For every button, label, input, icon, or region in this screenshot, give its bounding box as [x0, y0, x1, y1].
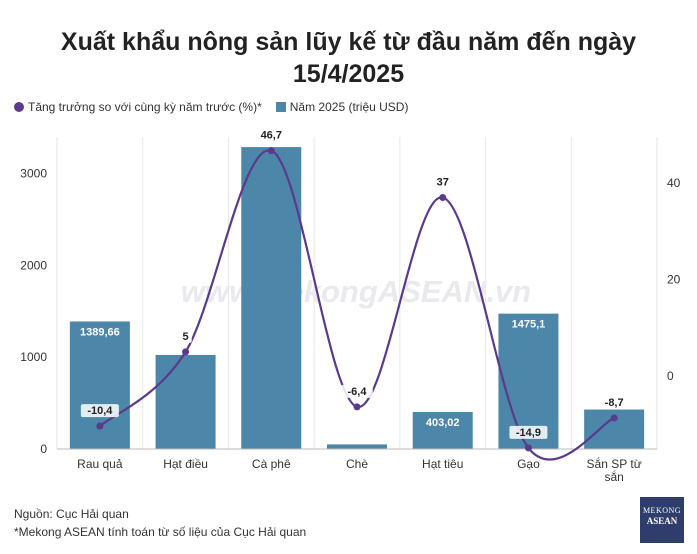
footer-source: Nguồn: Cục Hải quan	[14, 507, 129, 521]
legend-item-growth: Tăng trưởng so với cùng kỳ năm trước (%)…	[14, 100, 262, 114]
bar-value-label: 403,02	[426, 417, 460, 429]
growth-label-bg	[80, 404, 119, 418]
growth-value-label: 37	[437, 176, 449, 188]
y-left-tick-label: 2000	[20, 258, 47, 272]
x-tick-label: Gạo	[517, 457, 540, 471]
growth-point	[182, 348, 190, 356]
growth-label-bg	[179, 329, 192, 343]
x-tick-label: Sắn SP từ sắn	[587, 456, 642, 484]
growth-point	[353, 403, 361, 411]
x-tick-label: Chè	[346, 457, 368, 471]
x-tick-label: Rau quả	[77, 457, 123, 471]
legend-swatch-growth	[14, 102, 24, 112]
growth-point	[524, 444, 532, 452]
footer-note: *Mekong ASEAN tính toán từ số liệu của C…	[14, 525, 307, 539]
bar-value-label: 1475,1	[512, 319, 546, 331]
legend: Tăng trưởng so với cùng kỳ năm trước (%)…	[14, 100, 422, 114]
growth-value-label: -8,7	[605, 397, 624, 409]
watermark: www.MekongASEAN.vn	[181, 274, 531, 309]
chart-title: Xuất khẩu nông sản lũy kế từ đầu năm đến…	[0, 26, 697, 90]
growth-point	[439, 193, 447, 201]
y-left-tick-label: 1000	[20, 350, 47, 364]
y-left-tick-label: 0	[40, 442, 47, 456]
legend-label-growth: Tăng trưởng so với cùng kỳ năm trước (%)…	[28, 100, 262, 114]
growth-value-label: -10,4	[87, 405, 113, 417]
mekong-asean-logo: MEKONG ASEAN	[640, 497, 684, 543]
growth-point	[96, 422, 104, 430]
y-right-tick-label: 40	[667, 176, 681, 190]
bar-0	[69, 321, 130, 449]
growth-value-label: -14,9	[516, 427, 541, 439]
growth-value-label: 5	[183, 331, 189, 343]
growth-point	[267, 147, 275, 155]
logo-line1: MEKONG	[642, 506, 682, 515]
chart-title-line2: 15/4/2025	[292, 60, 405, 88]
legend-swatch-value	[275, 102, 286, 112]
bar-value-label: 1389,66	[80, 326, 120, 338]
growth-value-label: -6,4	[348, 386, 368, 398]
y-left-tick-label: 3000	[20, 167, 47, 181]
logo-line2: ASEAN	[646, 516, 678, 526]
growth-label-bg	[598, 395, 630, 409]
bar-2	[241, 147, 302, 449]
legend-label-value: Năm 2025 (triệu USD)	[289, 100, 409, 114]
bar-4	[412, 412, 473, 449]
growth-point	[610, 414, 618, 422]
growth-label-bg	[341, 384, 373, 398]
growth-value-label: 46,7	[261, 130, 282, 142]
y-right-tick-label: 20	[667, 273, 681, 287]
legend-item-value: Năm 2025 (triệu USD)	[275, 100, 409, 114]
y-right-tick-label: 0	[667, 369, 674, 383]
growth-label-bg	[433, 175, 453, 189]
bar-1	[155, 354, 216, 449]
x-tick-label: Cà phê	[252, 457, 291, 471]
x-tick-label: Hạt tiêu	[422, 457, 463, 471]
growth-label-bg	[509, 425, 548, 439]
growth-label-bg	[255, 128, 288, 142]
x-tick-label: Hạt điều	[163, 457, 208, 471]
chart-title-line1: Xuất khẩu nông sản lũy kế từ đầu năm đến…	[60, 28, 637, 56]
bar-3	[327, 444, 387, 449]
